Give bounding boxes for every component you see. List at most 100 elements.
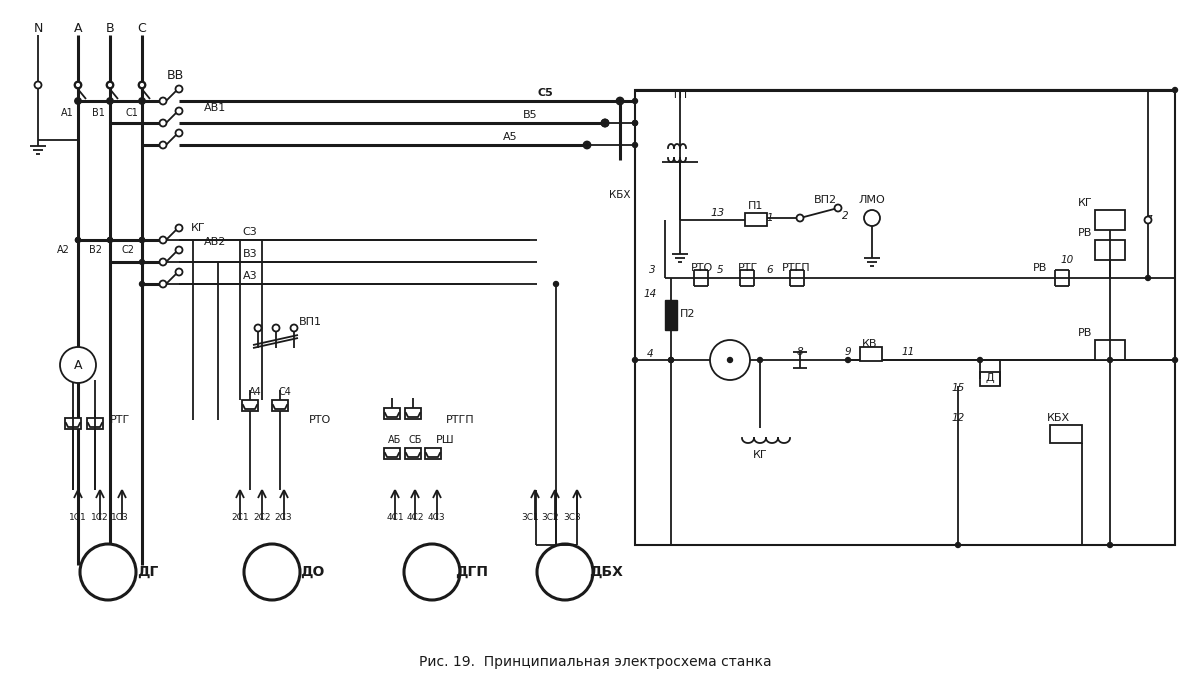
Text: П1: П1 [749, 201, 763, 211]
Bar [406, 408, 421, 419]
Circle shape [668, 358, 673, 362]
Circle shape [668, 358, 673, 362]
Circle shape [60, 347, 96, 383]
Text: КГ: КГ [1078, 198, 1092, 208]
Circle shape [108, 99, 113, 103]
Circle shape [1172, 88, 1177, 92]
Text: С3: С3 [242, 227, 257, 237]
Text: 6: 6 [767, 265, 773, 275]
Circle shape [35, 82, 42, 88]
Text: Рис. 19.  Принципиальная электросхема станка: Рис. 19. Принципиальная электросхема ста… [419, 655, 772, 669]
Circle shape [160, 97, 167, 105]
Bar [384, 408, 400, 419]
Text: B5: B5 [523, 110, 538, 120]
Text: B: B [106, 21, 114, 34]
Text: A: A [73, 21, 83, 34]
Circle shape [1146, 275, 1151, 280]
Text: КБХ: КБХ [610, 190, 631, 200]
Text: 2С2: 2С2 [253, 514, 271, 523]
Circle shape [80, 544, 136, 600]
Circle shape [74, 98, 82, 104]
Circle shape [139, 238, 144, 242]
Text: А4: А4 [248, 387, 262, 397]
Circle shape [632, 121, 637, 125]
Circle shape [632, 358, 637, 362]
Bar [860, 347, 882, 361]
Text: 3: 3 [649, 265, 655, 275]
Circle shape [1108, 543, 1112, 547]
Text: 3С3: 3С3 [563, 514, 581, 523]
Text: ДГ: ДГ [137, 565, 158, 579]
Text: B2: B2 [89, 245, 102, 255]
Circle shape [538, 544, 593, 600]
Text: 12: 12 [952, 413, 965, 423]
Text: ТП: ТП [672, 90, 688, 100]
Text: C: C [138, 21, 146, 34]
Circle shape [710, 340, 750, 380]
Bar [425, 448, 442, 459]
Circle shape [160, 119, 167, 127]
Circle shape [1172, 358, 1177, 362]
Text: КГ: КГ [752, 450, 767, 460]
Text: 1С1: 1С1 [70, 514, 86, 523]
Circle shape [139, 82, 145, 88]
Text: C2: C2 [121, 245, 134, 255]
Circle shape [175, 247, 182, 253]
Text: РВ: РВ [1033, 263, 1048, 273]
Text: КВ: КВ [863, 339, 877, 349]
Circle shape [272, 325, 280, 332]
Circle shape [160, 236, 167, 243]
Circle shape [978, 358, 983, 362]
Text: 15: 15 [952, 383, 965, 393]
Circle shape [404, 544, 460, 600]
Text: 2С3: 2С3 [274, 514, 292, 523]
Circle shape [108, 238, 113, 242]
Bar [1096, 240, 1126, 260]
Circle shape [160, 280, 167, 288]
Text: ДО: ДО [300, 565, 324, 579]
Text: 3С2: 3С2 [541, 514, 559, 523]
Text: РТГП: РТГП [445, 415, 474, 425]
Text: 2: 2 [841, 211, 848, 221]
Circle shape [175, 129, 182, 136]
Bar [406, 448, 421, 459]
Bar [272, 400, 288, 411]
Text: 14: 14 [643, 289, 656, 299]
Text: АБ: АБ [389, 435, 402, 445]
Text: ДГП: ДГП [456, 565, 488, 579]
Circle shape [74, 82, 82, 88]
Bar [1050, 425, 1082, 443]
Circle shape [846, 358, 851, 362]
Circle shape [254, 325, 262, 332]
Text: 11: 11 [901, 347, 914, 357]
Text: N: N [34, 21, 43, 34]
Text: A5: A5 [503, 132, 517, 142]
Circle shape [76, 238, 80, 242]
Text: А3: А3 [242, 271, 257, 281]
Text: ВВ: ВВ [167, 68, 184, 82]
Circle shape [618, 99, 623, 103]
Bar [665, 300, 677, 330]
Circle shape [757, 358, 762, 362]
Bar [980, 372, 1000, 386]
Text: РШ: РШ [436, 435, 455, 445]
Text: РТГ: РТГ [738, 263, 758, 273]
Text: АВ1: АВ1 [204, 103, 226, 113]
Text: 9: 9 [845, 347, 851, 357]
Circle shape [160, 258, 167, 266]
Text: 4С1: 4С1 [386, 514, 404, 523]
Circle shape [107, 82, 113, 88]
Circle shape [727, 358, 732, 362]
Circle shape [632, 142, 637, 147]
Circle shape [139, 238, 144, 242]
Text: РТО: РТО [691, 263, 713, 273]
Text: C1: C1 [126, 108, 138, 118]
Text: 2С1: 2С1 [232, 514, 248, 523]
Text: 5: 5 [716, 265, 724, 275]
Circle shape [139, 99, 144, 103]
Circle shape [175, 269, 182, 275]
Bar [88, 418, 103, 429]
Text: ДБХ: ДБХ [589, 565, 623, 579]
Circle shape [955, 543, 960, 547]
Text: ВП1: ВП1 [299, 317, 322, 327]
